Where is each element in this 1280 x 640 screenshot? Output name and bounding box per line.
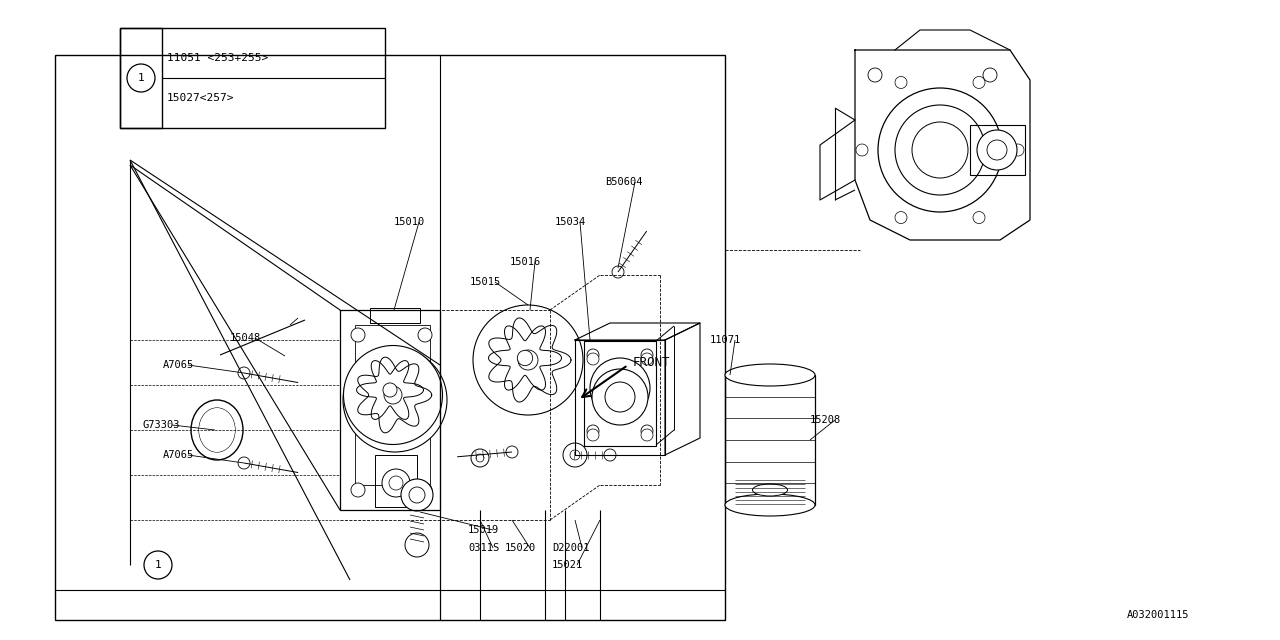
Circle shape [517,350,532,365]
Circle shape [343,346,443,445]
Text: 15027<257>: 15027<257> [166,93,234,103]
Text: 15016: 15016 [509,257,541,267]
Circle shape [351,483,365,497]
Bar [370,308,420,323]
Ellipse shape [198,408,236,452]
Bar [120,28,385,128]
Circle shape [987,140,1007,160]
Circle shape [383,383,397,397]
Circle shape [384,386,402,404]
Circle shape [506,446,518,458]
Ellipse shape [191,400,243,460]
Circle shape [977,130,1018,170]
Text: 11051 <253+255>: 11051 <253+255> [166,53,269,63]
Bar [55,55,724,620]
Text: D22001: D22001 [552,543,590,553]
Ellipse shape [724,364,815,386]
Circle shape [641,353,653,365]
Text: 15034: 15034 [556,217,586,227]
Circle shape [351,328,365,342]
Circle shape [641,425,653,437]
Text: A7065: A7065 [163,360,195,370]
Circle shape [588,349,599,361]
Circle shape [474,305,582,415]
Text: G73303: G73303 [142,420,179,430]
Ellipse shape [724,494,815,516]
Circle shape [602,370,637,406]
Circle shape [588,429,599,441]
Text: B50604: B50604 [605,177,643,187]
Circle shape [973,76,986,88]
Ellipse shape [198,408,236,452]
Circle shape [238,367,250,379]
Circle shape [419,328,433,342]
Text: 15019: 15019 [468,525,499,535]
Circle shape [343,348,447,452]
Bar [970,125,1025,175]
Circle shape [127,64,155,92]
Text: 1: 1 [155,560,161,570]
Text: 1: 1 [138,73,145,83]
Circle shape [895,105,986,195]
Ellipse shape [753,484,787,496]
Bar [120,28,163,128]
Bar [584,341,657,446]
Circle shape [895,212,908,223]
Text: A032001115: A032001115 [1126,610,1189,620]
Circle shape [401,479,433,511]
Text: 15010: 15010 [394,217,425,227]
Circle shape [419,483,433,497]
Circle shape [476,454,484,462]
Circle shape [604,449,616,461]
Text: A7065: A7065 [163,450,195,460]
Circle shape [238,457,250,469]
Circle shape [878,88,1002,212]
Circle shape [605,382,635,412]
Bar [375,455,417,507]
Circle shape [612,266,625,278]
Circle shape [588,353,599,365]
Text: 15021: 15021 [552,560,584,570]
Bar [355,325,430,485]
Circle shape [372,378,417,422]
Circle shape [410,487,425,503]
Text: 15048: 15048 [230,333,261,343]
Circle shape [868,68,882,82]
Text: 0311S: 0311S [468,543,499,553]
Circle shape [471,449,489,467]
Circle shape [588,425,599,437]
Bar [724,375,815,505]
Circle shape [973,212,986,223]
Text: 11071: 11071 [710,335,741,345]
Circle shape [913,122,968,178]
Circle shape [591,369,648,425]
Circle shape [404,533,429,557]
Circle shape [895,76,908,88]
Circle shape [570,450,580,460]
Circle shape [590,358,650,418]
Circle shape [145,551,172,579]
Text: FRONT: FRONT [634,355,671,369]
Circle shape [381,469,410,497]
Circle shape [641,429,653,441]
Circle shape [389,476,403,490]
Text: 15208: 15208 [810,415,841,425]
Text: 15015: 15015 [470,277,502,287]
Circle shape [983,68,997,82]
Circle shape [1012,144,1024,156]
Circle shape [563,443,588,467]
Circle shape [856,144,868,156]
Text: 15020: 15020 [506,543,536,553]
Circle shape [518,350,538,370]
Circle shape [641,349,653,361]
